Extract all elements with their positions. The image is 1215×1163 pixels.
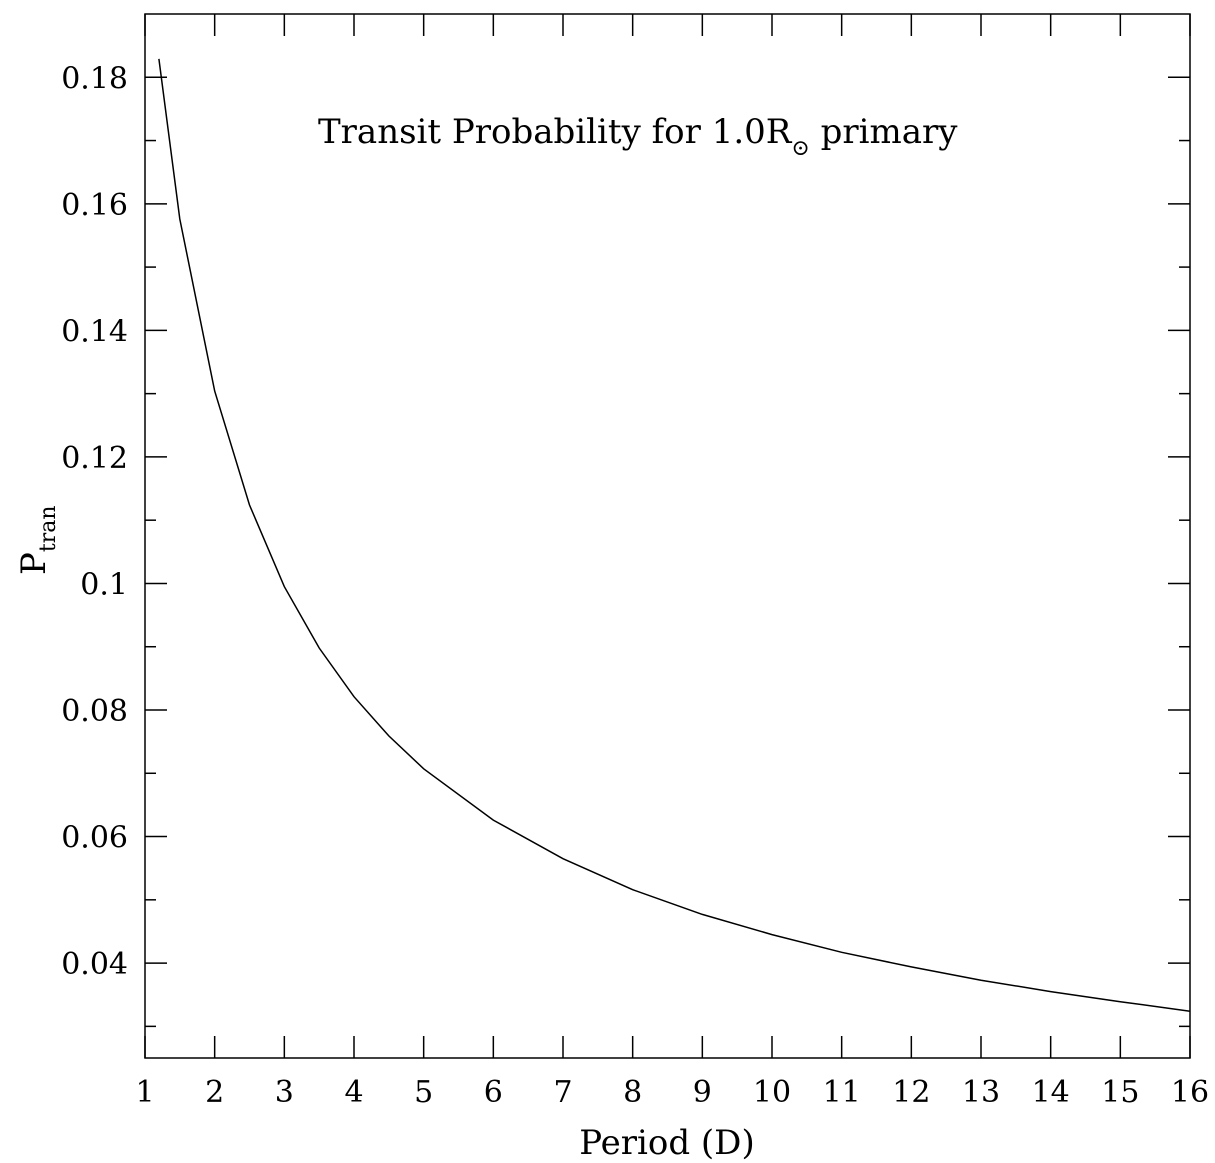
annotation-suffix: primary	[810, 112, 958, 152]
y-tick-label: 0.1	[80, 567, 128, 602]
annotation-text: Transit Probability for 1.0R	[318, 112, 793, 152]
x-tick-label: 5	[414, 1075, 433, 1110]
chart-annotation: Transit Probability for 1.0R⊙ primary	[318, 112, 958, 161]
x-tick-label: 12	[892, 1075, 930, 1110]
y-tick-label: 0.14	[61, 314, 128, 349]
tick-labels: 1 2 3 4 5 6 7 8 9 10 11 12 13 14 15 160.040.060.080.10.…	[61, 61, 1209, 1110]
y-tick-label: 0.04	[61, 947, 128, 982]
axis-ticks	[144, 14, 1191, 1058]
x-tick-label: 9	[693, 1075, 712, 1110]
y-tick-label: 0.12	[61, 441, 128, 476]
x-tick-label: 11	[823, 1075, 861, 1110]
x-tick-label: 3	[275, 1075, 294, 1110]
x-tick-label: 10	[753, 1075, 791, 1110]
transit-probability-curve	[158, 58, 1191, 1012]
x-tick-label: 8	[623, 1075, 642, 1110]
x-tick-label: 16	[1171, 1075, 1209, 1110]
x-tick-label: 7	[553, 1075, 572, 1110]
plot-frame	[144, 13, 1191, 1059]
annotation-subscript: ⊙	[791, 136, 809, 161]
x-tick-label: 14	[1032, 1075, 1070, 1110]
x-tick-label: 6	[484, 1075, 503, 1110]
y-axis-title-main: P	[14, 552, 54, 575]
y-tick-label: 0.16	[61, 188, 128, 223]
x-tick-label: 4	[344, 1075, 363, 1110]
x-tick-label: 2	[205, 1075, 224, 1110]
y-axis-title: Ptran	[14, 505, 61, 575]
y-axis-title-subscript: tran	[36, 505, 61, 552]
y-tick-label: 0.18	[61, 61, 128, 96]
x-tick-label: 1	[135, 1075, 154, 1110]
x-axis-title: Period (D)	[579, 1123, 754, 1163]
x-tick-label: 13	[962, 1075, 1000, 1110]
x-tick-label: 15	[1101, 1075, 1139, 1110]
y-tick-label: 0.06	[61, 821, 128, 856]
y-tick-label: 0.08	[61, 694, 128, 729]
